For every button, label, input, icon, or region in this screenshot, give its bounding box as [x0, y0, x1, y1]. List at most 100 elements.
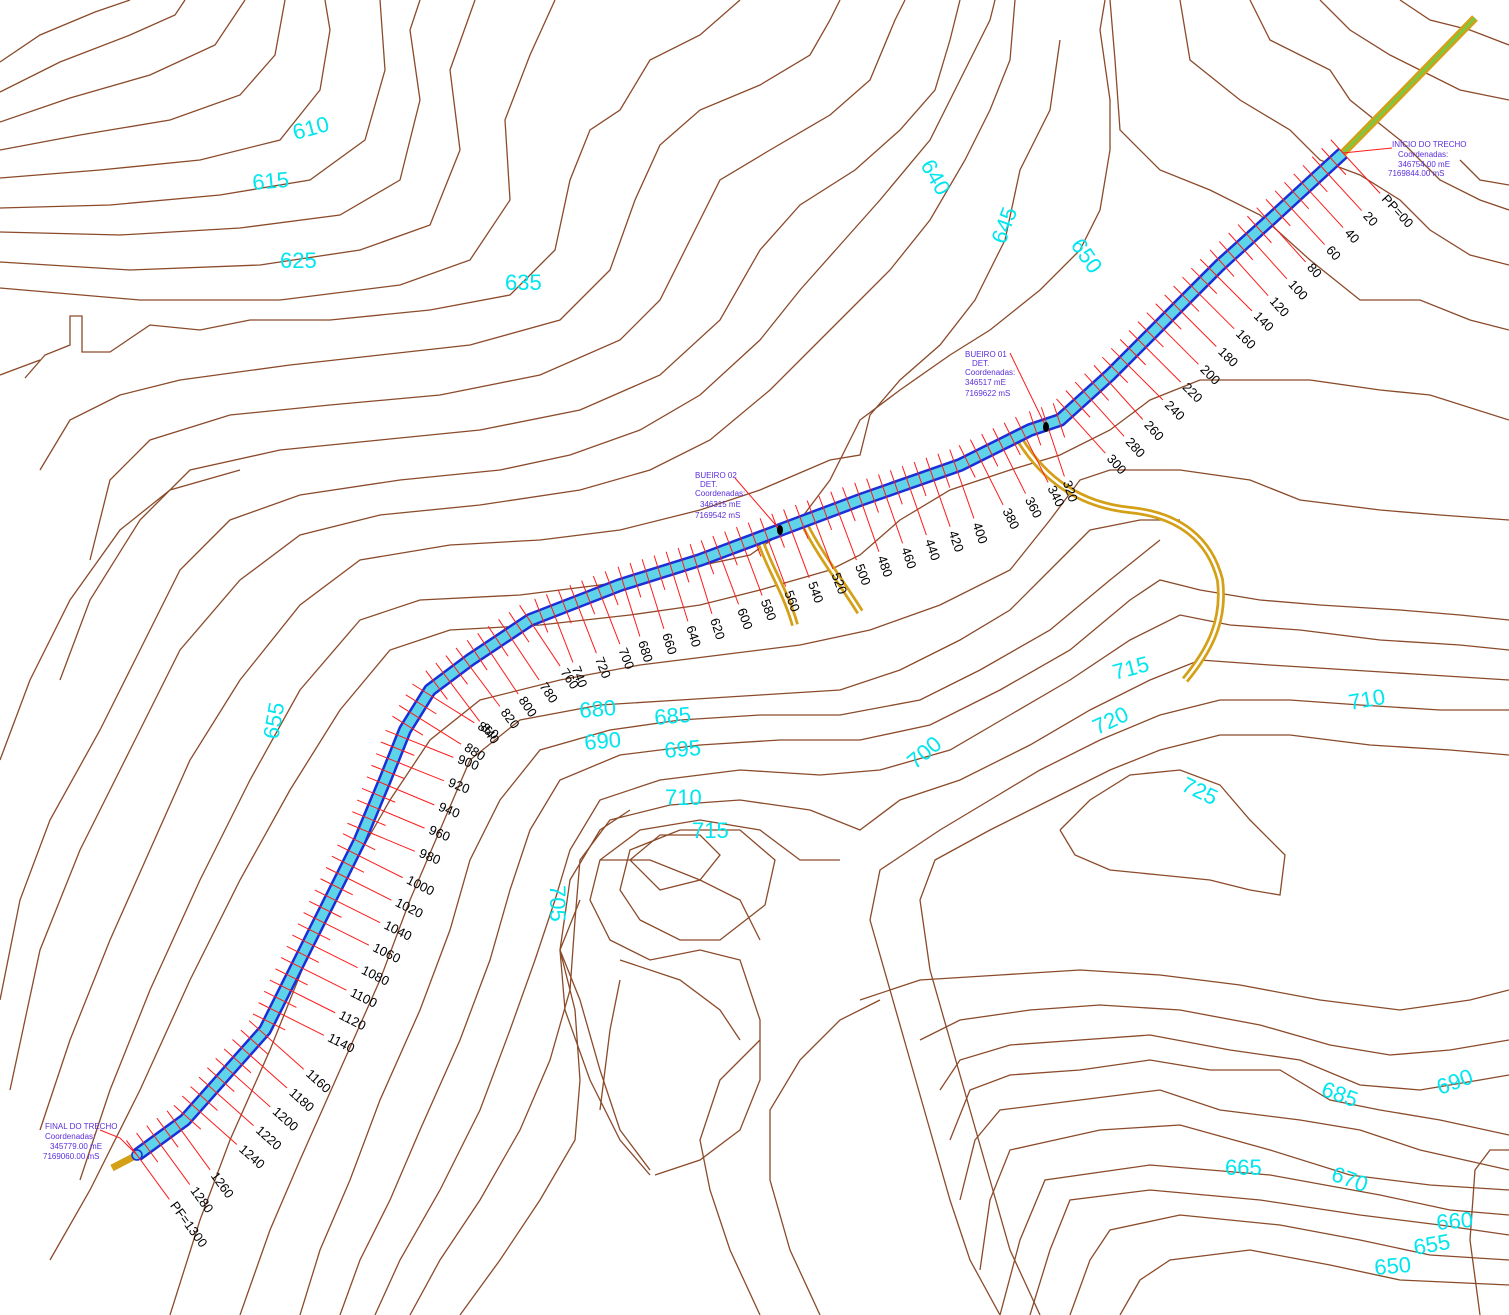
contour-line — [1469, 1149, 1509, 1315]
station-label: 40 — [1342, 225, 1363, 246]
station-label: 1100 — [348, 985, 380, 1011]
station-label: 1160 — [303, 1066, 334, 1096]
station-tick — [181, 1095, 238, 1145]
contour-line — [0, 0, 286, 151]
station-minor-tick — [1321, 147, 1347, 176]
end-coord-label: Coordenadas: — [45, 1132, 95, 1141]
station-tick — [1293, 173, 1344, 228]
station-label: 20 — [1360, 208, 1381, 229]
station-minor-tick — [425, 670, 448, 700]
bueiro-02-marker — [777, 525, 783, 535]
station-label: 960 — [427, 822, 453, 844]
station-label: 360 — [1022, 494, 1045, 520]
contour-line — [0, 359, 41, 376]
station-tick — [303, 912, 370, 946]
station-minor-tick — [842, 487, 856, 522]
contour-line — [1399, 0, 1509, 46]
end-leader-line — [99, 1129, 138, 1156]
station-tick — [1311, 156, 1363, 211]
station-tick — [366, 776, 435, 806]
road-surface — [134, 149, 1347, 1159]
elevation-label: 710 — [665, 785, 702, 810]
culvert-inner — [758, 539, 797, 626]
station-label: 300 — [1104, 451, 1130, 477]
station-label: 1200 — [270, 1104, 302, 1134]
contour-line — [39, 39, 1061, 1131]
station-label: 520 — [829, 571, 851, 597]
contour-line — [374, 614, 1509, 1315]
station-tick — [806, 500, 834, 570]
elevation-label: 690 — [583, 727, 622, 755]
station-minor-tick — [223, 1048, 252, 1074]
station-minor-tick — [581, 580, 596, 615]
contour-line — [619, 829, 776, 941]
station-label: 180 — [1215, 344, 1241, 370]
station-minor-tick — [1302, 164, 1328, 193]
station-tick — [314, 889, 381, 924]
contour-line — [559, 899, 651, 1176]
station-tick — [569, 584, 597, 654]
elevation-label: 725 — [1178, 772, 1222, 810]
station-label: 780 — [537, 679, 562, 705]
station-tick — [498, 619, 540, 681]
contour-line — [599, 979, 621, 1111]
station-label: 140 — [1251, 308, 1277, 334]
contour-line — [1069, 1214, 1509, 1315]
station-tick — [1330, 139, 1381, 194]
station-label: 460 — [898, 545, 919, 570]
contour-line — [559, 949, 651, 1171]
station-label: 200 — [1197, 362, 1223, 388]
elevation-label: 680 — [578, 695, 617, 723]
station-tick — [641, 559, 665, 630]
station-label: 320 — [1060, 479, 1081, 504]
station-label: 400 — [969, 520, 990, 545]
elevation-label: 700 — [902, 731, 946, 774]
start-annotation: INÍCIO DO TRECHO Coordenadas: 346754.00 … — [1342, 140, 1467, 178]
station-minor-tick — [309, 900, 342, 918]
elevation-label: 625 — [280, 248, 317, 273]
elevation-label: 715 — [1110, 651, 1152, 685]
station-tick — [166, 1110, 211, 1171]
elevation-label: 640 — [916, 155, 956, 199]
station-tick — [712, 535, 739, 605]
bueiro-02-det: DET. — [700, 480, 717, 489]
road-edge — [132, 147, 1348, 1161]
station-minor-tick — [629, 562, 642, 598]
station-tick — [925, 457, 951, 527]
station-tick — [1164, 294, 1217, 347]
elevation-label: 610 — [290, 111, 332, 145]
contour-line — [0, 0, 331, 179]
elevation-label: 615 — [251, 167, 290, 195]
elevation-label: 665 — [1225, 1155, 1262, 1180]
station-label: 220 — [1180, 380, 1206, 406]
station-tick — [901, 465, 927, 536]
station-tick — [592, 575, 621, 645]
contour-line — [699, 1039, 761, 1315]
elevation-label: 715 — [692, 818, 729, 843]
station-ticks — [125, 139, 1381, 1200]
contour-line — [959, 1089, 1509, 1201]
station-tick — [992, 428, 1027, 494]
station-tick — [269, 979, 336, 1014]
station-minor-tick — [487, 625, 509, 657]
contour-line — [59, 0, 961, 681]
station-minor-tick — [889, 470, 903, 505]
bueiro-01-easting: 346517 mE — [965, 378, 1006, 387]
elevation-label: 655 — [1412, 1229, 1453, 1260]
station-minor-tick — [173, 1105, 202, 1130]
station-label: 660 — [659, 631, 680, 656]
station-minor-tick — [604, 571, 619, 606]
station-minor-tick — [794, 504, 809, 539]
contour-line — [0, 0, 246, 123]
station-minor-tick — [534, 598, 549, 633]
station-minor-tick — [1209, 249, 1235, 277]
contour-line — [1109, 0, 1509, 331]
station-label: 280 — [1123, 434, 1149, 460]
station-tick — [435, 662, 481, 722]
elevation-label: 650 — [1373, 1252, 1412, 1280]
station-label: 540 — [805, 579, 827, 605]
station-tick — [1182, 276, 1235, 330]
station-label: 1020 — [393, 895, 426, 921]
contour-line — [769, 999, 881, 1315]
